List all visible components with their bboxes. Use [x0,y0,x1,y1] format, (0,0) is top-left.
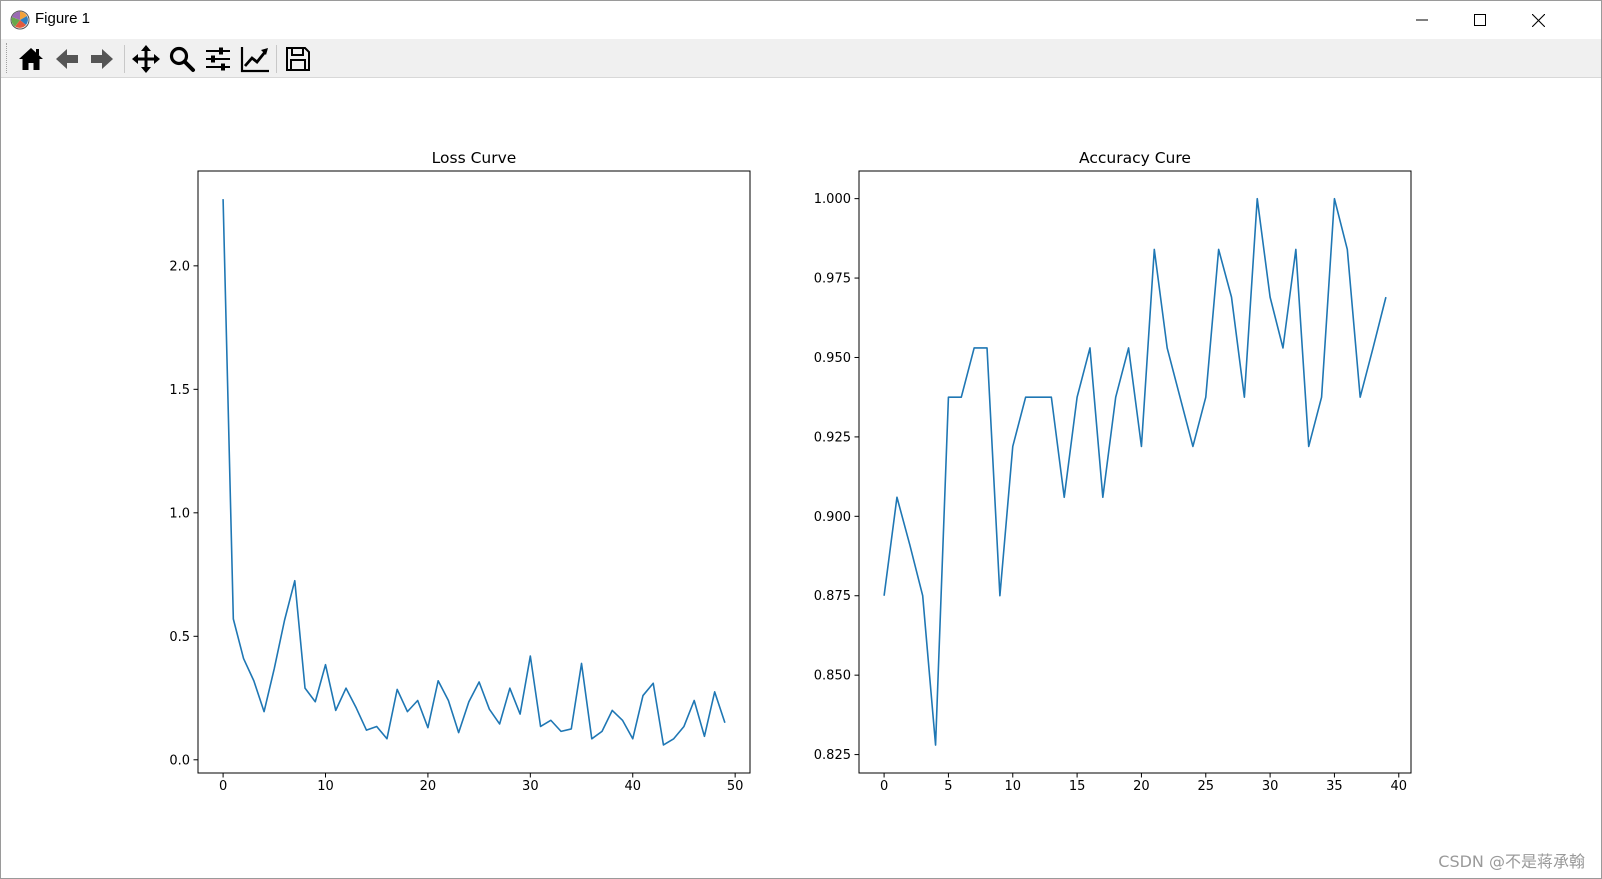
chart-title: Loss Curve [432,149,517,167]
edit-axes-button[interactable] [239,43,271,75]
back-button[interactable] [51,43,83,75]
x-tick-label: 5 [944,779,952,794]
series-line [883,197,1387,746]
y-tick-label: 0.875 [814,589,851,604]
maximize-button[interactable] [1451,1,1509,39]
csdn-watermark: CSDN @不是蒋承翰 [1438,852,1585,871]
x-tick-label: 0 [880,779,888,794]
x-tick-label: 25 [1197,779,1214,794]
y-tick-label: 0.5 [169,630,190,645]
pan-button[interactable] [130,43,162,75]
chart-accuracy-curve: 0 5 10 15 20 25 30 35 40 0.825 0.850 0.875 0.900 0.92… [814,149,1412,794]
y-tick-label: 0.825 [814,748,851,763]
y-tick-label: 2.0 [169,259,190,274]
pan-move-icon [132,45,160,73]
y-tick-label: 0.975 [814,272,851,287]
y-tick-label: 1.000 [814,192,851,207]
close-button[interactable] [1509,1,1567,39]
save-button[interactable] [282,43,314,75]
figure-canvas[interactable]: 0 10 20 30 40 50 0.0 0.5 1.0 1.5 2.0 Loss Curve 0 5 10… [1,78,1601,878]
matplotlib-app-icon [10,10,30,30]
x-tick-label: 50 [727,779,744,794]
maximize-icon [1474,14,1486,26]
toolbar-separator [124,45,125,73]
edit-axes-icon [240,47,269,73]
y-tick-label: 0.850 [814,669,851,684]
toolbar-grip[interactable] [6,43,9,73]
x-tick-label: 0 [219,779,227,794]
zoom-magnifier-icon [169,46,195,72]
y-tick-label: 1.0 [169,506,190,521]
y-tick-label: 0.900 [814,510,851,525]
zoom-button[interactable] [166,43,198,75]
back-arrow-icon [56,49,78,69]
x-tick-label: 35 [1326,779,1343,794]
series-line [222,199,726,746]
home-button[interactable] [15,43,47,75]
x-tick-label: 10 [317,779,334,794]
close-icon [1531,13,1545,27]
y-tick-label: 0.950 [814,351,851,366]
x-tick-label: 20 [1133,779,1150,794]
minimize-button[interactable] [1393,1,1451,39]
x-tick-label: 40 [1391,779,1408,794]
subplots-sliders-icon [206,47,230,71]
home-icon [19,48,43,70]
window-title: Figure 1 [35,10,91,27]
x-tick-label: 30 [522,779,539,794]
y-tick-label: 1.5 [169,383,190,398]
x-tick-label: 15 [1069,779,1086,794]
configure-subplots-button[interactable] [202,43,234,75]
forward-arrow-icon [91,49,113,69]
x-tick-label: 40 [624,779,641,794]
chart-title: Accuracy Cure [1079,149,1191,167]
minimize-icon [1416,19,1428,21]
x-tick-label: 30 [1262,779,1279,794]
toolbar-separator [276,45,277,73]
forward-button[interactable] [86,43,118,75]
x-tick-label: 10 [1004,779,1021,794]
x-tick-label: 20 [420,779,437,794]
axes-frame [858,170,1412,774]
axes-frame [197,170,751,774]
save-floppy-icon [286,47,310,71]
figure-plot-area: 0 10 20 30 40 50 0.0 0.5 1.0 1.5 2.0 Loss Curve 0 5 10… [169,149,1412,794]
y-tick-label: 0.925 [814,430,851,445]
chart-loss-curve: 0 10 20 30 40 50 0.0 0.5 1.0 1.5 2.0 Loss Curve [169,149,751,794]
y-tick-label: 0.0 [169,753,190,768]
navigation-toolbar [1,39,1601,78]
title-bar[interactable]: Figure 1 [1,1,1601,39]
